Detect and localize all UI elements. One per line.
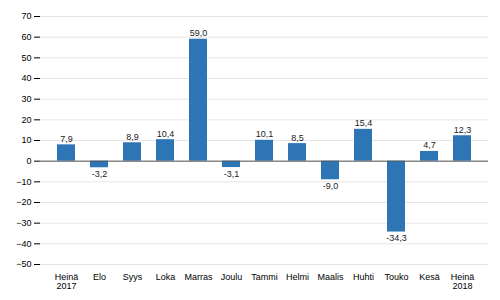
svg-text:Maalis: Maalis	[317, 272, 344, 282]
svg-text:8,9: 8,9	[126, 132, 139, 142]
svg-text:7,9: 7,9	[60, 134, 73, 144]
svg-text:Loka: Loka	[156, 272, 176, 282]
svg-text:Helmi: Helmi	[286, 272, 309, 282]
svg-text:−20: −20	[16, 197, 31, 207]
svg-text:15,4: 15,4	[355, 118, 373, 128]
svg-text:−10: −10	[16, 177, 31, 187]
svg-text:20: 20	[21, 115, 31, 125]
svg-text:4,7: 4,7	[423, 140, 436, 150]
svg-text:Touko: Touko	[384, 272, 408, 282]
svg-text:-34,3: -34,3	[386, 233, 407, 243]
svg-text:Syys: Syys	[123, 272, 143, 282]
svg-text:12,3: 12,3	[454, 125, 472, 135]
svg-text:50: 50	[21, 53, 31, 63]
svg-text:8,5: 8,5	[291, 133, 304, 143]
svg-text:Heinä2018: Heinä2018	[451, 272, 475, 291]
svg-text:59,0: 59,0	[190, 28, 208, 38]
svg-text:−50: −50	[16, 259, 31, 269]
svg-text:0: 0	[26, 156, 31, 166]
svg-text:10: 10	[21, 135, 31, 145]
svg-text:Heinä2017: Heinä2017	[55, 272, 79, 291]
svg-text:10,4: 10,4	[157, 129, 175, 139]
svg-text:−30: −30	[16, 218, 31, 228]
svg-text:60: 60	[21, 32, 31, 42]
svg-text:Marras: Marras	[184, 272, 213, 282]
svg-text:30: 30	[21, 94, 31, 104]
svg-text:−40: −40	[16, 239, 31, 249]
svg-text:Huhti: Huhti	[353, 272, 374, 282]
svg-text:-9,0: -9,0	[323, 181, 339, 191]
svg-text:10,1: 10,1	[256, 129, 274, 139]
svg-text:70: 70	[21, 11, 31, 21]
svg-text:40: 40	[21, 73, 31, 83]
svg-text:Tammi: Tammi	[251, 272, 278, 282]
svg-text:Joulu: Joulu	[221, 272, 243, 282]
svg-text:-3,1: -3,1	[224, 169, 240, 179]
svg-text:-3,2: -3,2	[92, 169, 108, 179]
svg-text:Elo: Elo	[93, 272, 106, 282]
svg-text:Kesä: Kesä	[419, 272, 440, 282]
